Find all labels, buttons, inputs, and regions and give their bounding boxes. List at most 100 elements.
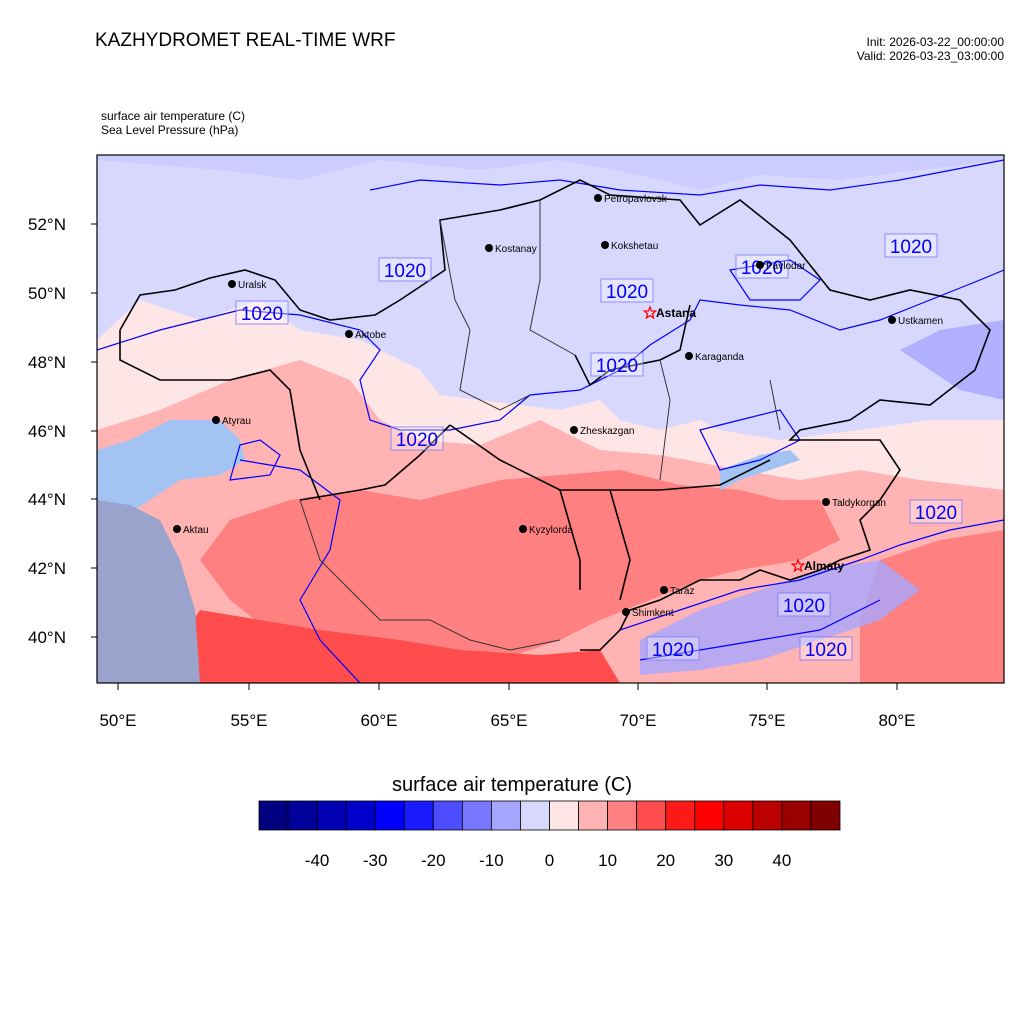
altai-cold-area — [900, 320, 1004, 400]
city-dot — [212, 416, 220, 424]
colorbar-tick-label: 30 — [714, 851, 734, 870]
temperature-variable-label: surface air temperature (C) — [101, 109, 246, 123]
isobar-label-box — [646, 636, 700, 661]
colorbar-swatch — [607, 800, 638, 831]
longitude-axis: 50°E 55°E 60°E 65°E 70°E 75°E 80°E — [99, 683, 916, 730]
isobar-label-box — [235, 300, 289, 325]
city-dot — [594, 194, 602, 202]
colorbar-swatch — [810, 800, 841, 831]
colorbar-swatch — [636, 800, 667, 831]
city-label: Atyrau — [222, 416, 251, 427]
city-label: Kokshetau — [611, 241, 658, 252]
isobar-label-box — [884, 233, 938, 258]
lon-tick-label: 70°E — [619, 711, 656, 730]
colorbar-swatch — [374, 800, 405, 831]
tian-shan-cold-area — [640, 560, 920, 675]
colorbar-swatch — [345, 800, 376, 831]
colorbar-swatch — [258, 800, 289, 831]
city-dot — [173, 525, 181, 533]
city-label: Pavlodar — [766, 261, 806, 272]
lon-tick-label: 80°E — [878, 711, 915, 730]
colorbar-tick-label: 40 — [772, 851, 792, 870]
city-label: Taldykorgan — [832, 498, 886, 509]
capital-star-marker — [790, 558, 806, 573]
lon-tick-label: 60°E — [360, 711, 397, 730]
city-label: Ustkamen — [898, 316, 943, 327]
lon-tick-label: 55°E — [230, 711, 267, 730]
colorbar-swatch — [287, 800, 318, 831]
lon-tick-label: 75°E — [748, 711, 785, 730]
city-dot — [622, 608, 630, 616]
city-label: Kostanay — [495, 244, 537, 255]
city-label: Uralsk — [238, 280, 267, 291]
city-dot — [660, 586, 668, 594]
city-dot — [519, 525, 527, 533]
colorbar-tick-label: -40 — [304, 851, 330, 870]
city-label: Karaganda — [695, 352, 744, 363]
map-frame — [96, 154, 1005, 684]
colorbar-swatch — [490, 800, 521, 831]
city-label: Kyzylorda — [529, 525, 573, 536]
lat-tick-label: 44°N — [28, 490, 66, 509]
colorbar-swatch — [578, 800, 608, 831]
city-label: Shimkent — [632, 608, 674, 619]
colorbar — [258, 800, 841, 831]
map-title: KAZHYDROMET REAL-TIME WRF — [95, 30, 396, 51]
lat-tick-label: 50°N — [28, 284, 66, 303]
colorbar-swatch — [432, 800, 463, 831]
lat-tick-label: 48°N — [28, 353, 66, 372]
isobar-label-box — [378, 257, 432, 282]
city-dot — [756, 261, 764, 269]
colorbar-tick-label: -30 — [362, 851, 388, 870]
country-borders — [119, 179, 991, 651]
colorbar-tick-label: 10 — [598, 851, 618, 870]
isobar-label: 1020 — [384, 261, 426, 282]
hot-region — [200, 470, 840, 660]
pressure-variable-label: Sea Level Pressure (hPa) — [101, 123, 239, 137]
colorbar-swatch — [694, 800, 725, 831]
colorbar-swatch — [316, 800, 347, 831]
init-time: Init: 2026-03-22_00:00:00 — [866, 35, 1004, 49]
city-label: Almaty — [804, 559, 844, 573]
city-dot — [601, 241, 609, 249]
map-field — [97, 155, 1004, 683]
run-times: Init: 2026-03-22_00:00:00 Valid: 2026-03… — [857, 35, 1004, 63]
city-dot — [570, 426, 578, 434]
lat-tick-label: 52°N — [28, 215, 66, 234]
city-dot — [345, 330, 353, 338]
colorbar-swatch — [461, 800, 492, 831]
lon-tick-label: 50°E — [99, 711, 136, 730]
isobar-label-box — [777, 592, 831, 617]
isobar-label-box — [590, 352, 644, 377]
northern-band — [97, 155, 1004, 190]
city-label: Petropavlovsk — [604, 194, 668, 205]
hottest-region — [180, 610, 620, 683]
isobar-label: 1020 — [741, 258, 783, 279]
caspian-sea-north — [97, 420, 245, 520]
city-label: Aktau — [183, 525, 209, 536]
isobar-labels: 1020 1020 1020 1020 1020 1020 1020 1020 1020 1020… — [235, 233, 963, 661]
latitude-axis: 52°N 50°N 48°N 46°N 44°N 42°N 40°N — [28, 215, 97, 647]
city-label: Aktobe — [355, 330, 387, 341]
isobar-label: 1020 — [915, 503, 957, 524]
isobar-label-box — [390, 426, 444, 451]
isobar-label: 1020 — [652, 640, 694, 661]
isobar-label: 1020 — [606, 282, 648, 303]
colorbar-swatch — [665, 800, 696, 831]
lat-tick-label: 46°N — [28, 422, 66, 441]
colorbar-tick-label: -10 — [479, 851, 504, 870]
colorbar-swatch — [752, 800, 783, 831]
colorbar-tick-label: 0 — [544, 851, 555, 870]
lake-balkhash — [720, 450, 800, 490]
caspian-sea-south — [97, 500, 200, 683]
city-dot — [228, 280, 236, 288]
city-dot — [888, 316, 896, 324]
capital-star-marker — [642, 305, 658, 320]
valid-time: Valid: 2026-03-23_03:00:00 — [856, 49, 1004, 63]
southeast-warm-region — [860, 530, 1004, 683]
isobar-label-box — [799, 636, 853, 661]
city-dot — [485, 244, 493, 252]
isobar-label: 1020 — [805, 640, 847, 661]
city-dot — [822, 498, 830, 506]
